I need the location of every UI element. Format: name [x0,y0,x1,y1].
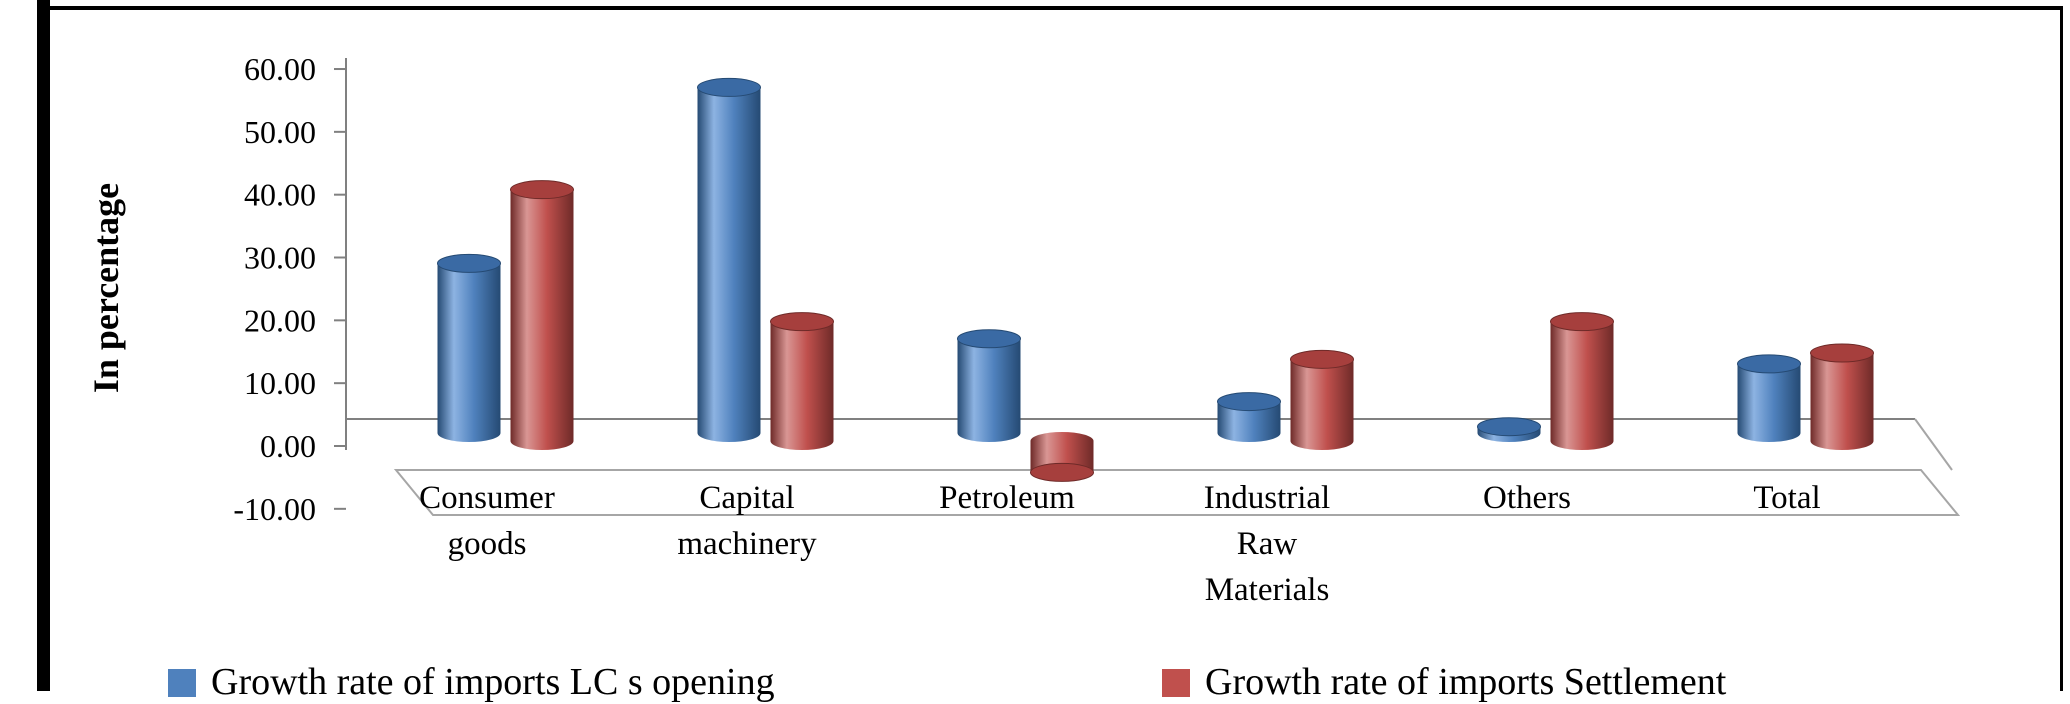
legend-label-lc-opening: Growth rate of imports LC s opening [211,661,775,703]
bar-capital-machinery-series-0 [697,77,761,442]
y-tick-label: 50.00 [244,114,316,150]
bar-others-series-0 [1477,417,1541,442]
category-label-capital-machinery: Capital machinery [677,480,817,562]
category-label-total: Total [1753,480,1820,516]
table-cell-border-left [37,0,50,691]
bar-industrial-raw-materials-series-0 [1217,392,1281,442]
y-tick-label: -10.00 [233,491,316,527]
y-tick-label: 0.00 [260,428,316,464]
legend-swatch-red-icon [1162,669,1190,697]
bar-total-series-0 [1737,354,1801,442]
category-label-petroleum: Petroleum [939,480,1075,516]
table-cell-border-right [2060,6,2063,691]
table-cell-border-top [50,6,2063,10]
bar-consumer-goods-series-1 [510,180,574,450]
chart-floor-outline [393,469,1961,516]
y-tick-label: 40.00 [244,177,316,213]
y-tick-label: 10.00 [244,365,316,401]
bar-capital-machinery-series-1 [770,312,834,450]
category-label-others: Others [1483,480,1571,516]
bar-industrial-raw-materials-series-1 [1290,349,1354,450]
legend-swatch-blue-icon [168,669,196,697]
y-axis-title: In percentage [86,183,126,393]
bar-total-series-1 [1810,343,1874,450]
legend-item-lc-opening: Growth rate of imports LC s opening [168,660,775,704]
y-tick-label: 20.00 [244,302,316,338]
bar-others-series-1 [1550,312,1614,450]
y-tick-label: 60.00 [244,51,316,87]
legend-item-settlement: Growth rate of imports Settlement [1162,660,1726,704]
bar-consumer-goods-series-0 [437,253,501,442]
floor-right-edge [1914,418,1953,471]
legend-label-settlement: Growth rate of imports Settlement [1205,661,1727,703]
bar-petroleum-series-0 [957,329,1021,442]
category-label-industrial-raw-materials: Industrial Raw Materials [1204,480,1330,608]
y-tick-label: 30.00 [244,240,316,276]
category-label-consumer-goods: Consumer goods [419,480,555,562]
bar-petroleum-series-1 [1030,432,1094,482]
